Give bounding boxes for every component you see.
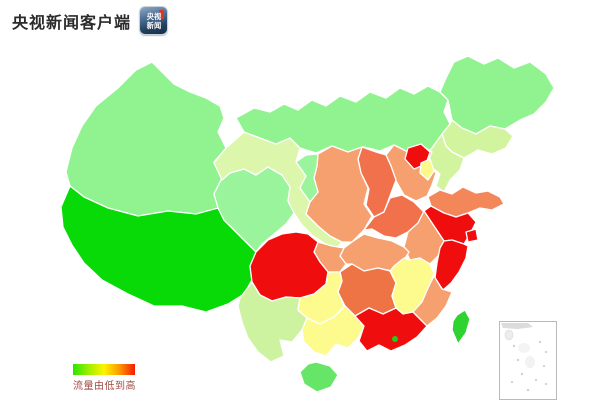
legend: 流量由低到高 [73, 364, 136, 392]
province-hong-kong [392, 336, 398, 342]
header: 央视新闻客户端 央视 新闻 [12, 6, 169, 35]
legend-label: 流量由低到高 [73, 381, 136, 392]
province-zhejiang [434, 239, 469, 291]
province-fujian [412, 275, 453, 327]
province-ningxia [295, 153, 319, 203]
province-tianjin [419, 158, 435, 181]
south-china-sea-inset [499, 321, 557, 400]
province-anhui [403, 210, 445, 265]
province-yunnan [237, 281, 308, 363]
province-heilongjiang [439, 55, 555, 135]
province-hainan [299, 361, 339, 393]
cctv-news-app-logo-icon: 央视 新闻 [139, 6, 169, 35]
inset-islands [501, 323, 548, 392]
province-xinjiang [65, 61, 227, 217]
legend-gradient-bar [73, 364, 135, 375]
province-shanghai [465, 228, 479, 243]
logo-line2: 新闻 [146, 20, 161, 30]
logo-line1: 央视 [146, 11, 161, 21]
province-guangxi [301, 305, 365, 357]
logo-red-mark [159, 10, 165, 19]
province-taiwan [451, 309, 471, 345]
app-title: 央视新闻客户端 [12, 14, 132, 32]
province-guangdong [354, 307, 428, 352]
